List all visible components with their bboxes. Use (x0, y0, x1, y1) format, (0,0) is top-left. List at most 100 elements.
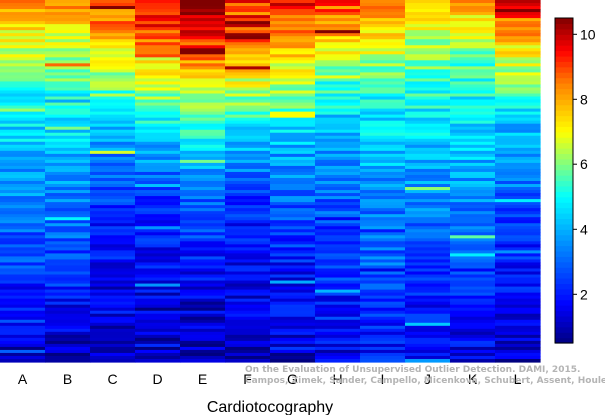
heatmap-cell (0, 150, 46, 155)
heatmap-cell (450, 352, 496, 357)
heatmap-cell (180, 81, 226, 86)
heatmap-cell (180, 211, 226, 215)
heatmap-cell (315, 42, 361, 46)
heatmap-cell (45, 319, 91, 324)
heatmap-cell (360, 334, 406, 339)
heatmap-cell (0, 12, 46, 16)
heatmap-cell (270, 298, 316, 303)
heatmap-cell (0, 30, 46, 34)
heatmap-cell (90, 352, 136, 357)
heatmap-cell (495, 111, 541, 116)
heatmap-cell (225, 12, 271, 16)
heatmap-cell (450, 27, 496, 31)
heatmap-cell (495, 346, 541, 351)
colorbar-segment (555, 126, 573, 133)
heatmap-cell (315, 328, 361, 333)
heatmap-cell (315, 24, 361, 28)
heatmap-cell (90, 90, 136, 95)
heatmap-cell (90, 313, 136, 318)
heatmap-cell (45, 54, 91, 58)
heatmap-cell (315, 147, 361, 152)
heatmap-cell (450, 81, 496, 86)
colorbar-segment (555, 50, 573, 57)
heatmap-cell (405, 123, 451, 128)
heatmap-cell (225, 214, 271, 218)
heatmap-cell (90, 256, 136, 261)
heatmap-cell (180, 184, 226, 188)
heatmap-cell (135, 202, 181, 206)
colorbar-segment (555, 229, 573, 236)
heatmap-cell (360, 238, 406, 242)
heatmap-cell (180, 349, 226, 354)
heatmap-cell (360, 138, 406, 143)
heatmap-cell (315, 355, 361, 360)
heatmap-cell (0, 328, 46, 333)
heatmap-cell (135, 283, 181, 288)
heatmap-cell (45, 217, 91, 221)
colorbar-tick-label: 2 (580, 286, 588, 302)
x-tick-label: H (332, 371, 342, 387)
heatmap-cell (495, 304, 541, 309)
heatmap-cell (135, 57, 181, 61)
heatmap-cell (270, 286, 316, 291)
heatmap-cell (180, 165, 226, 170)
heatmap-cell (0, 340, 46, 345)
heatmap-cell (180, 295, 226, 300)
heatmap-cell (450, 304, 496, 309)
heatmap-cell (225, 241, 271, 245)
heatmap-cell (315, 108, 361, 113)
heatmap-cell (315, 12, 361, 16)
heatmap-cell (45, 223, 91, 227)
heatmap-cell (135, 108, 181, 113)
heatmap-cell (270, 51, 316, 55)
heatmap-cell (0, 42, 46, 46)
heatmap-cell (0, 93, 46, 98)
colorbar-segment (555, 115, 573, 122)
heatmap-cell (90, 57, 136, 61)
heatmap-cell (270, 187, 316, 191)
heatmap-cell (270, 181, 316, 185)
heatmap-cell (450, 253, 496, 258)
heatmap-cell (225, 111, 271, 116)
heatmap-cell (405, 21, 451, 25)
x-tick-label: J (424, 371, 431, 387)
heatmap-cell (405, 289, 451, 294)
heatmap-cell (360, 93, 406, 98)
heatmap-cell (450, 328, 496, 333)
heatmap-cell (495, 217, 541, 221)
heatmap-cell (360, 177, 406, 182)
heatmap-cell (315, 325, 361, 330)
heatmap-cell (360, 271, 406, 276)
heatmap-cell (405, 24, 451, 28)
heatmap-cell (270, 141, 316, 146)
heatmap-cell (135, 117, 181, 122)
heatmap-cell (315, 346, 361, 351)
heatmap-cell (225, 33, 271, 37)
heatmap-cell (405, 205, 451, 209)
heatmap-cell (225, 36, 271, 40)
colorbar-segment (555, 23, 573, 30)
heatmap-cell (495, 289, 541, 294)
heatmap-cell (180, 316, 226, 321)
heatmap-cell (315, 93, 361, 98)
heatmap-cell (180, 346, 226, 351)
heatmap-cell (315, 27, 361, 31)
heatmap-cell (405, 177, 451, 182)
heatmap-cell (45, 259, 91, 264)
heatmap-cell (450, 214, 496, 218)
heatmap-cell (0, 199, 46, 203)
heatmap-cell (315, 187, 361, 191)
heatmap-cell (315, 141, 361, 146)
heatmap-cell (495, 241, 541, 245)
heatmap-cell (495, 301, 541, 306)
heatmap-cell (90, 75, 136, 80)
heatmap-cell (270, 126, 316, 131)
heatmap-cell (45, 114, 91, 119)
heatmap-cell (270, 165, 316, 170)
heatmap-cell (45, 184, 91, 188)
heatmap-cell (135, 69, 181, 73)
heatmap-cell (315, 292, 361, 297)
heatmap-cell (0, 123, 46, 128)
heatmap-cell (90, 250, 136, 254)
colorbar-segment (555, 240, 573, 247)
